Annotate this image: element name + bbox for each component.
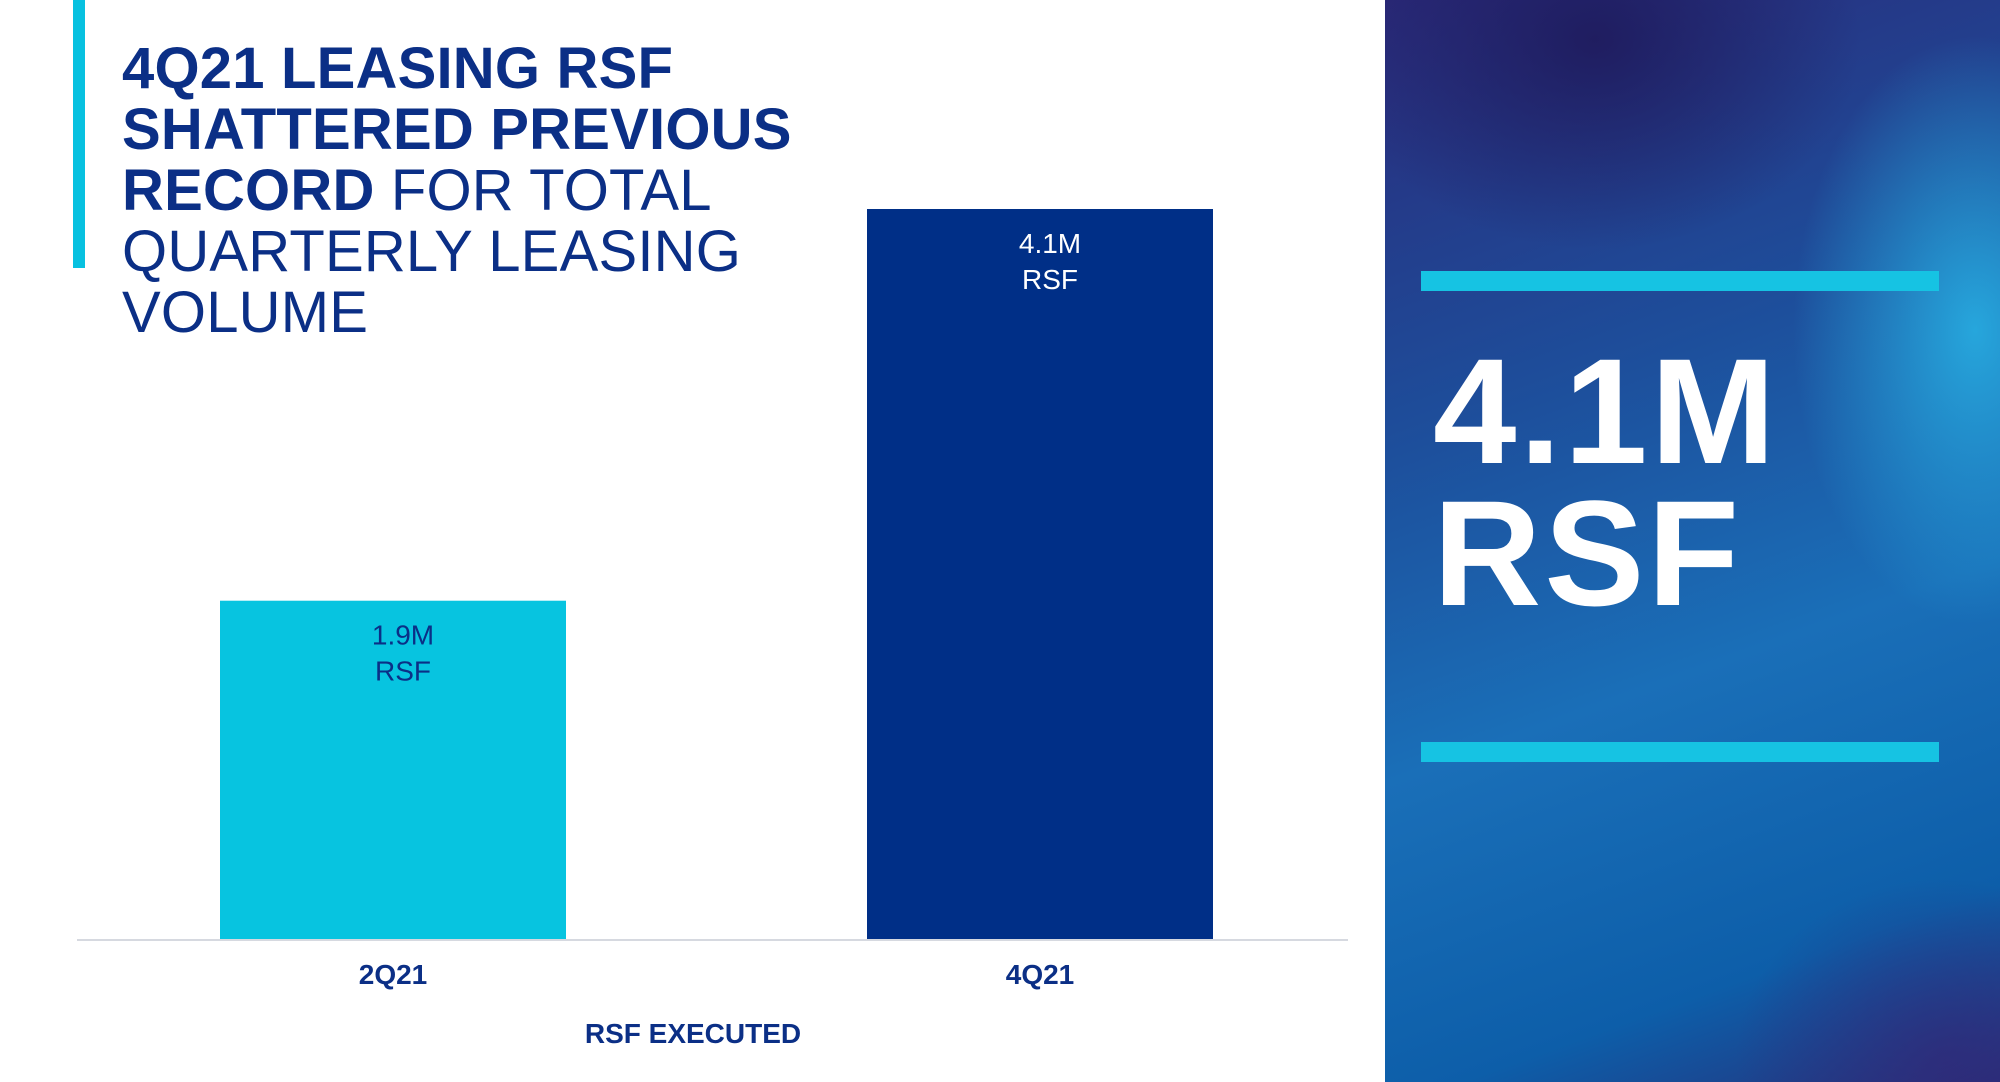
title-line-2: SHATTERED PREVIOUS xyxy=(122,97,792,162)
title-line-3-bold: RECORD xyxy=(122,158,375,223)
x-tick-label-4q21: 4Q21 xyxy=(1006,959,1075,990)
slide-title: 4Q21 LEASING RSF SHATTERED PREVIOUS RECO… xyxy=(122,38,942,343)
highlight-bottom-rule xyxy=(1421,742,1939,762)
chart-area: 4Q21 LEASING RSF SHATTERED PREVIOUS RECO… xyxy=(73,0,1348,1049)
highlight-unit: RSF xyxy=(1433,469,1742,637)
highlight-value: 4.1M RSF xyxy=(1433,327,1779,637)
title-line-5: VOLUME xyxy=(122,280,369,345)
highlight-number: 4.1M xyxy=(1433,327,1779,495)
bar-chart: 1.9M RSF 4.1M RSF 2Q21 4Q21 RSF EXECUTED xyxy=(77,209,1348,1049)
bar-4q21 xyxy=(867,209,1213,939)
bar-2q21-value-label: 1.9M xyxy=(372,620,434,651)
bar-4q21-value-label: 4.1M xyxy=(1019,228,1081,259)
highlight-top-rule xyxy=(1421,271,1939,291)
title-line-4: QUARTERLY LEASING xyxy=(122,219,742,284)
x-tick-label-2q21: 2Q21 xyxy=(359,959,428,990)
title-line-3-light: FOR TOTAL xyxy=(374,158,712,223)
highlight-panel: 4.1M RSF xyxy=(1385,0,2000,1082)
title-line-1: 4Q21 LEASING RSF xyxy=(122,36,674,101)
title-accent-bar xyxy=(73,0,85,268)
bar-4q21-unit-label: RSF xyxy=(1022,264,1078,295)
bar-2q21 xyxy=(220,600,566,939)
x-axis-title: RSF EXECUTED xyxy=(585,1018,801,1049)
bar-2q21-unit-label: RSF xyxy=(375,656,431,687)
title-line-3: RECORD FOR TOTAL xyxy=(122,160,942,221)
